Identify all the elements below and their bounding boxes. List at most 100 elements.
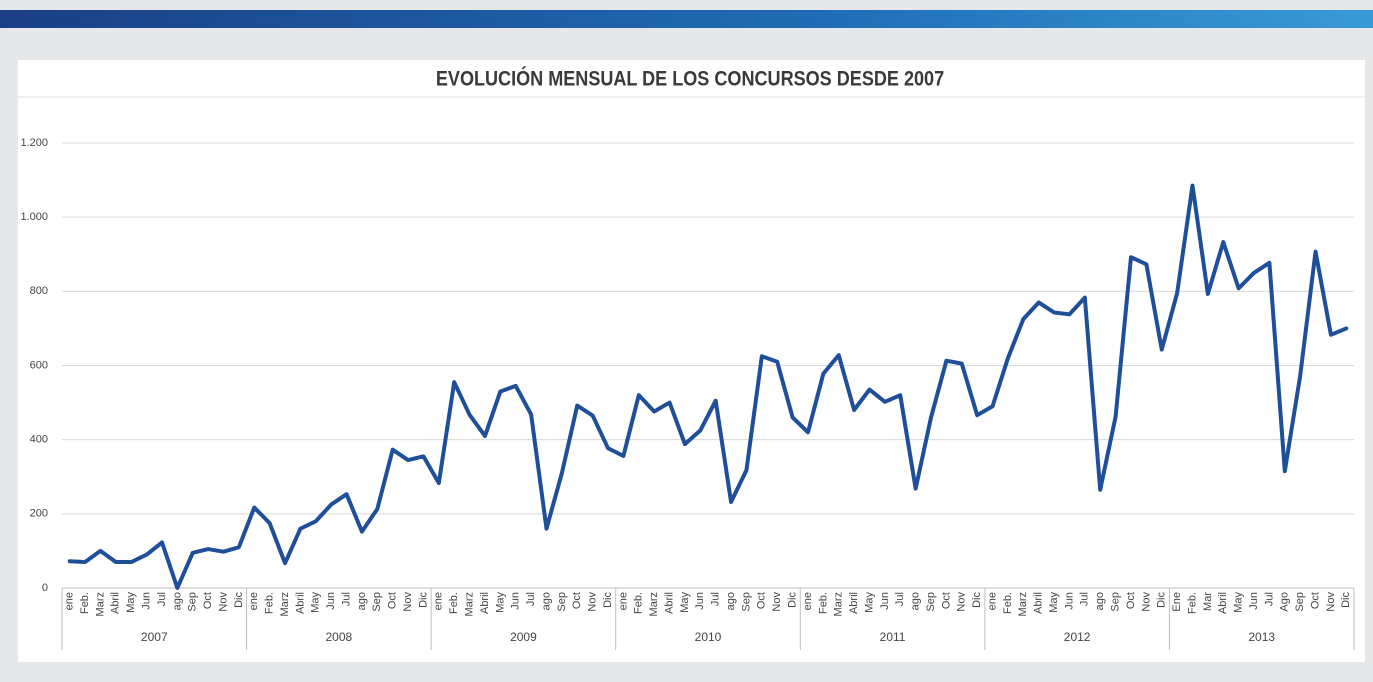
year-label: 2007 <box>141 630 168 644</box>
x-tick-label: Oct <box>202 592 214 609</box>
x-tick-label: Oct <box>571 592 583 609</box>
x-tick-label: ago <box>910 592 922 610</box>
x-tick-label: ago <box>540 592 552 610</box>
x-tick-label: Sep <box>1110 592 1122 612</box>
y-tick-label: 1.000 <box>20 211 48 223</box>
x-tick-label: Abril <box>110 592 122 614</box>
x-tick-label: Oct <box>387 592 399 609</box>
x-tick-label: Jun <box>694 592 706 610</box>
x-tick-label: Marz <box>833 592 845 616</box>
x-tick-label: Marz <box>279 592 291 616</box>
x-tick-label: Jun <box>325 592 337 610</box>
x-tick-label: May <box>863 592 875 613</box>
x-tick-label: Sep <box>740 592 752 612</box>
y-tick-label: 600 <box>30 359 48 371</box>
x-tick-label: Nov <box>1140 592 1152 612</box>
x-tick-label: Feb. <box>817 592 829 614</box>
x-tick-label: Marz <box>1017 592 1029 616</box>
x-tick-label: Feb. <box>448 592 460 614</box>
x-tick-label: May <box>679 592 691 613</box>
x-tick-label: ago <box>1094 592 1106 610</box>
x-tick-label: Mar <box>1202 592 1214 611</box>
x-tick-label: Marz <box>94 592 106 616</box>
x-tick-label: Jun <box>510 592 522 610</box>
x-tick-label: Marz <box>648 592 660 616</box>
x-tick-label: Nov <box>956 592 968 612</box>
x-tick-label: Nov <box>587 592 599 612</box>
y-tick-label: 800 <box>30 285 48 297</box>
x-tick-label: Dic <box>1340 592 1352 608</box>
x-tick-label: ene <box>802 592 814 610</box>
year-label: 2011 <box>880 630 906 644</box>
year-label: 2008 <box>326 630 353 644</box>
x-tick-label: Abril <box>663 592 675 614</box>
x-tick-label: Jun <box>141 592 153 610</box>
x-tick-label: Feb. <box>1002 592 1014 614</box>
data-line <box>67 183 1349 590</box>
x-tick-label: Abril <box>848 592 860 614</box>
x-tick-label: Sep <box>556 592 568 612</box>
x-tick-label: Dic <box>971 592 983 608</box>
x-tick-label: Sep <box>925 592 937 612</box>
x-tick-label: Feb. <box>264 592 276 614</box>
x-tick-label: Dic <box>233 592 245 608</box>
x-tick-label: Oct <box>940 592 952 609</box>
x-tick-label: ene <box>64 592 76 610</box>
y-tick-label: 200 <box>30 508 48 520</box>
top-bar <box>0 10 1373 28</box>
x-tick-label: Dic <box>1156 592 1168 608</box>
x-tick-label: Marz <box>464 592 476 616</box>
x-tick-label: Dic <box>787 592 799 608</box>
y-tick-label: 400 <box>30 434 48 446</box>
x-tick-label: Jun <box>879 592 891 610</box>
x-tick-label: ene <box>617 592 629 610</box>
x-tick-label: Dic <box>602 592 614 608</box>
x-tick-label: Jul <box>1079 592 1091 606</box>
x-tick-label: Sep <box>371 592 383 612</box>
year-label: 2013 <box>1248 630 1275 644</box>
x-tick-label: Jul <box>710 592 722 606</box>
x-tick-label: May <box>310 592 322 613</box>
x-tick-label: May <box>1233 592 1245 613</box>
x-tick-label: ago <box>171 592 183 610</box>
x-tick-label: Jul <box>894 592 906 606</box>
x-tick-label: Abril <box>479 592 491 614</box>
x-tick-label: Dic <box>417 592 429 608</box>
x-tick-label: Jun <box>1063 592 1075 610</box>
x-tick-label: Nov <box>1325 592 1337 612</box>
chart-card <box>18 60 1365 662</box>
x-tick-label: Feb. <box>1186 592 1198 614</box>
y-tick-label: 0 <box>42 582 48 594</box>
chart-title: EVOLUCIÓN MENSUAL DE LOS CONCURSOS DESDE… <box>436 65 944 91</box>
x-tick-label: Nov <box>402 592 414 612</box>
x-tick-label: Jun <box>1248 592 1260 610</box>
x-tick-label: ene <box>433 592 445 610</box>
year-label: 2010 <box>695 630 722 644</box>
x-tick-label: May <box>125 592 137 613</box>
x-tick-label: Sep <box>1294 592 1306 612</box>
x-tick-label: Jul <box>1263 592 1275 606</box>
x-tick-label: Oct <box>1309 592 1321 609</box>
year-label: 2012 <box>1064 630 1091 644</box>
x-tick-label: Oct <box>756 592 768 609</box>
x-tick-label: Abril <box>294 592 306 614</box>
x-tick-label: Feb. <box>633 592 645 614</box>
x-tick-label: Sep <box>187 592 199 612</box>
x-tick-label: May <box>494 592 506 613</box>
x-tick-label: Nov <box>217 592 229 612</box>
y-tick-label: 1.200 <box>20 137 48 149</box>
x-tick-label: Oct <box>1125 592 1137 609</box>
x-tick-label: Ene <box>1171 592 1183 612</box>
x-tick-label: Jul <box>340 592 352 606</box>
x-tick-label: ago <box>356 592 368 610</box>
x-tick-label: Nov <box>771 592 783 612</box>
x-tick-label: ene <box>248 592 260 610</box>
x-tick-label: Feb. <box>79 592 91 614</box>
x-tick-label: Jul <box>156 592 168 606</box>
x-tick-label: Abril <box>1217 592 1229 614</box>
x-tick-label: ago <box>725 592 737 610</box>
x-tick-label: ene <box>986 592 998 610</box>
x-tick-label: Jul <box>525 592 537 606</box>
